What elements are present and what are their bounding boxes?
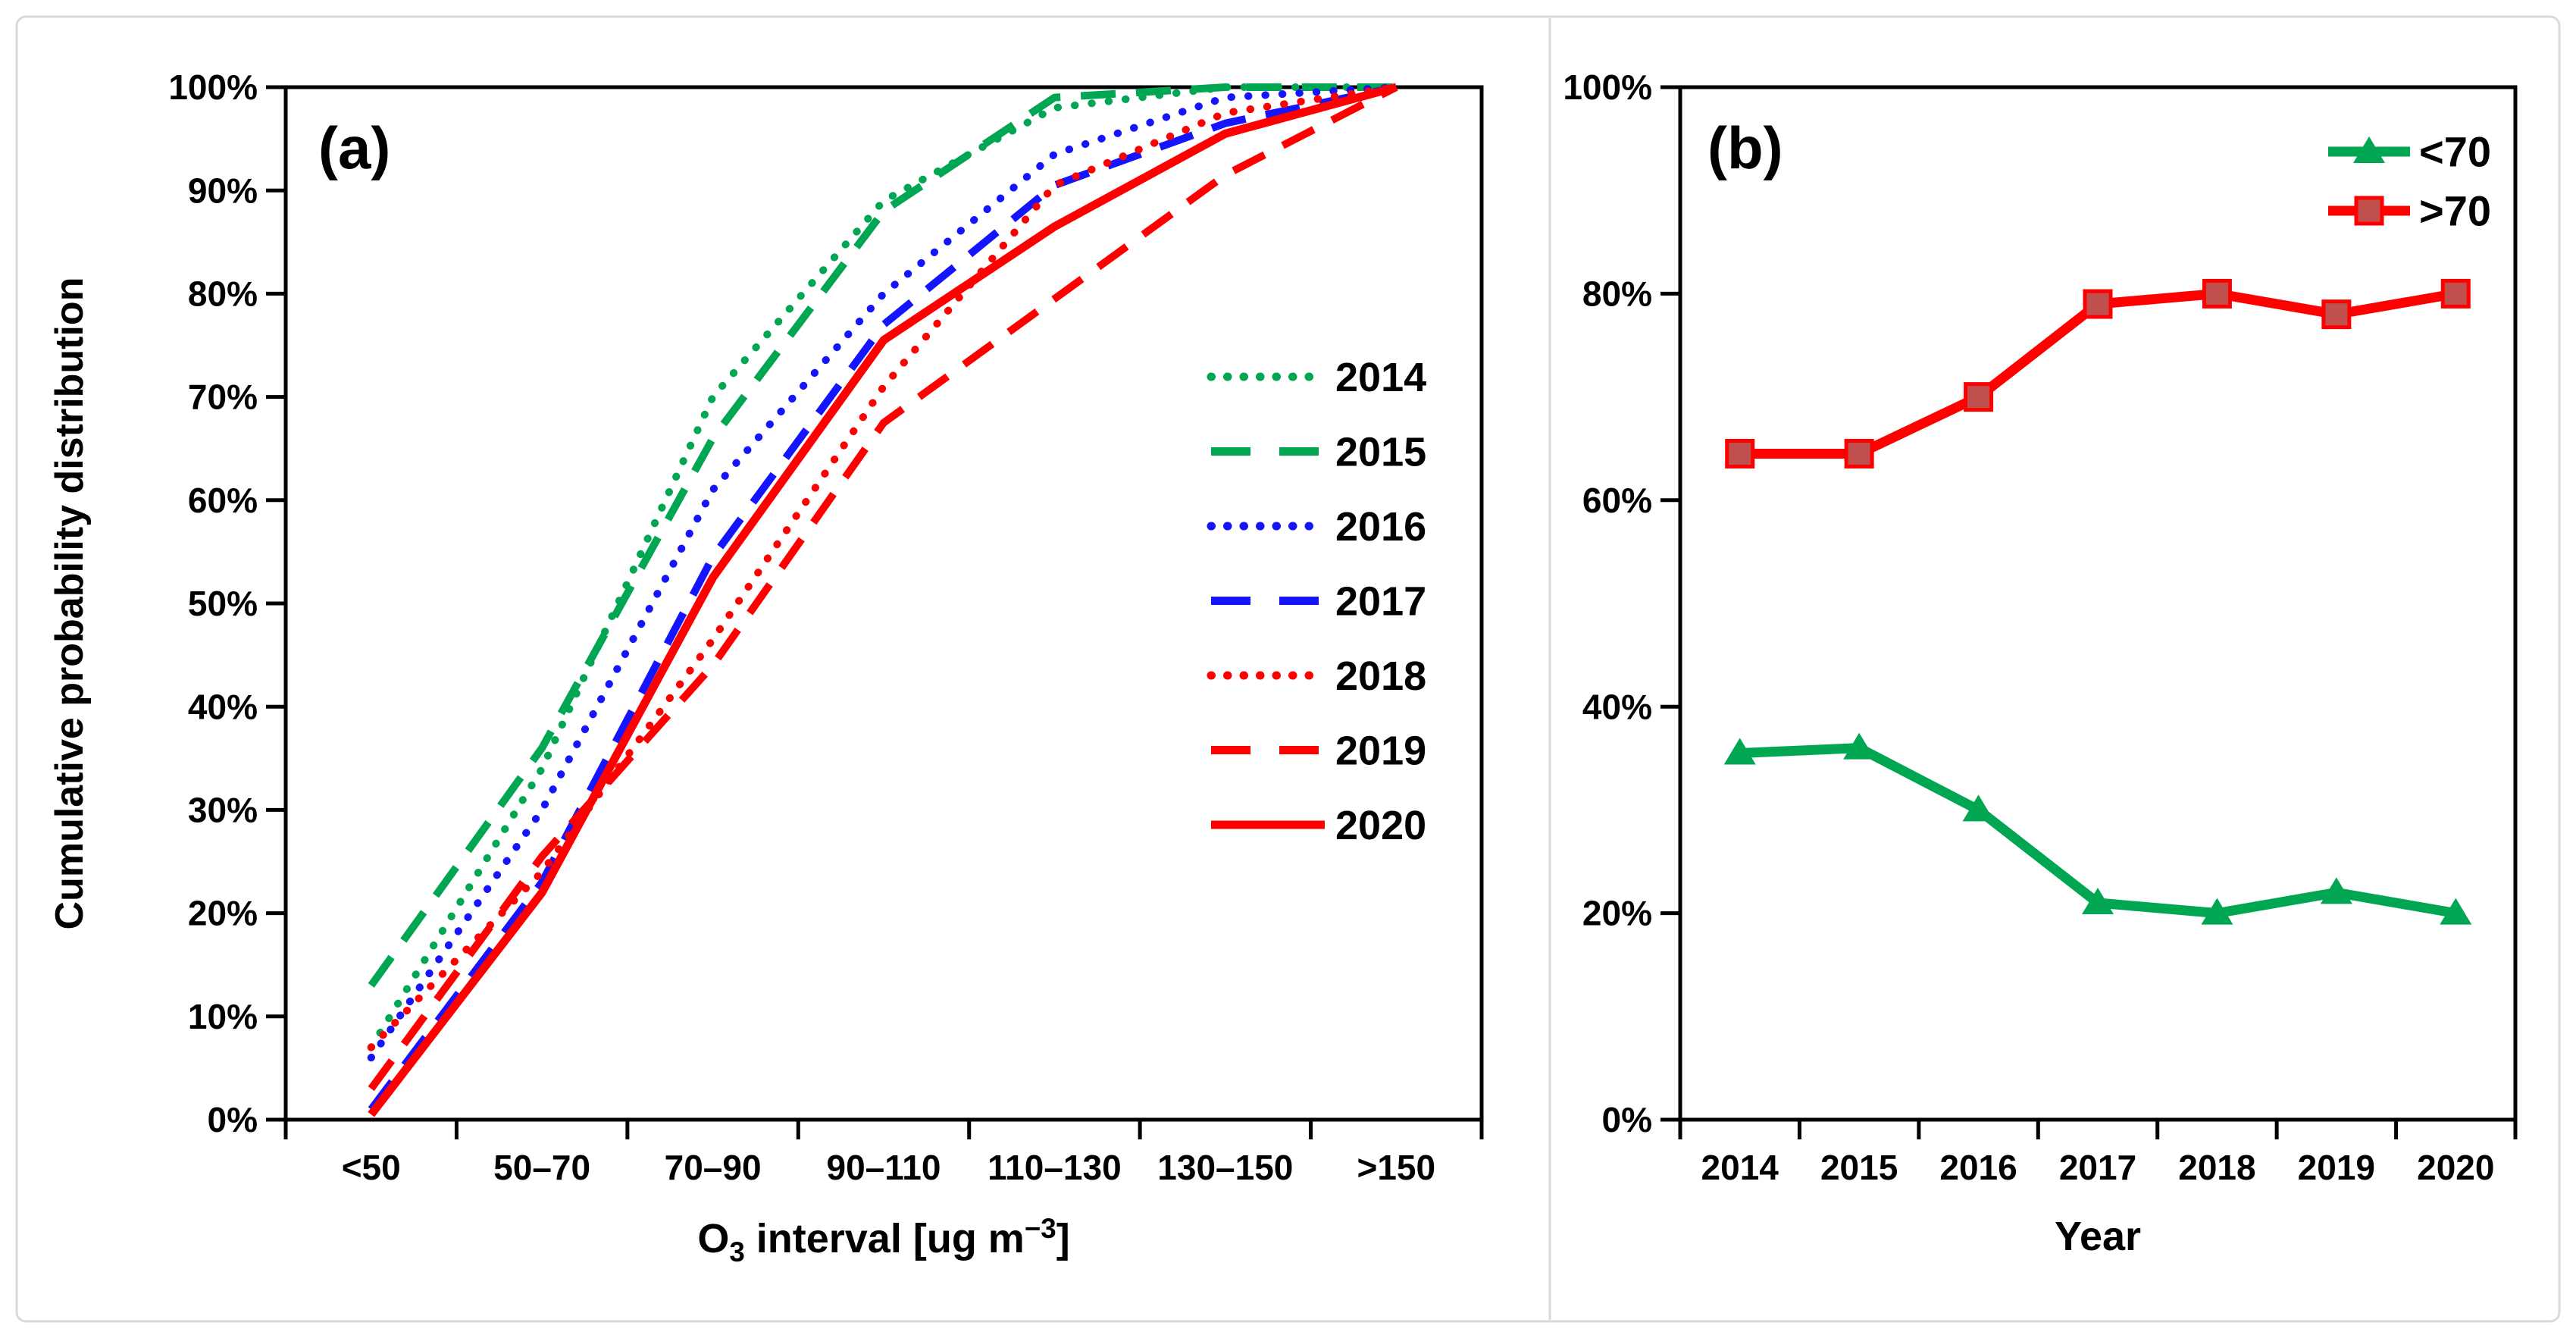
series->70-marker [2202,278,2232,309]
x-tick-label: 2015 [1820,1148,1898,1187]
x-tick-label: 2017 [2059,1148,2136,1187]
legend-label-2014: 2014 [1335,355,1426,400]
x-tick-label: 2018 [2178,1148,2255,1187]
y-tick-label: 80% [188,274,258,314]
y-tick-label: 0% [208,1100,258,1139]
series-<70-marker [2082,887,2114,914]
y-tick-label: 70% [188,378,258,417]
y-tick-label: 90% [188,171,258,210]
x-tick-label: 50–70 [493,1148,590,1187]
y-tick-label: 60% [1582,481,1652,520]
legend-marker-<70 [2353,136,2385,163]
x-tick-label: <50 [342,1148,401,1187]
series-<70-marker [1723,738,1756,765]
figure-border [15,15,2561,1323]
series-2020-line [368,83,1398,1117]
y-tick-label: 30% [188,791,258,830]
y-tick-label: 100% [168,67,258,107]
legend-label-<70: <70 [2419,128,2491,176]
x-tick-label: 2019 [2298,1148,2375,1187]
series-<70-marker [2320,877,2352,904]
series->70-marker [1844,439,1874,469]
o3-subscript: 3 [729,1236,745,1267]
x-tick-label: 70–90 [665,1148,762,1187]
series-<70-marker [1962,794,1995,822]
legend-label-2018: 2018 [1335,653,1426,699]
panel-b-label: (b) [1707,114,1783,181]
x-tick-label: 110–130 [988,1148,1122,1187]
x-tick-label: 2020 [2417,1148,2494,1187]
x-tick-label: >150 [1357,1148,1435,1187]
legend-label-2020: 2020 [1335,803,1426,848]
legend-label-2016: 2016 [1335,504,1426,550]
series-2019-line [368,83,1398,1092]
series-<70-marker [2201,898,2233,925]
series->70-marker [2083,289,2113,319]
series-2018-line [367,83,1401,1051]
y-tick-label: 80% [1582,274,1652,314]
panel-a-y-axis-title: Cumulative probability distribution [48,277,92,930]
panel-b-x-axis-title: Year [2054,1214,2142,1259]
x-tick-label: 2014 [1701,1148,1779,1187]
series-<70-marker [1843,732,1876,760]
legend-label-2017: 2017 [1335,578,1426,624]
o3-symbol: O [697,1216,730,1261]
series-2015-line [368,83,1397,988]
series->70-marker [2321,299,2352,330]
y-tick-label: 20% [188,894,258,933]
series->70-marker [1964,382,1994,412]
x-title-text: interval [ug m [744,1216,1025,1261]
series-2014-line [367,83,1401,1051]
legend-label-2015: 2015 [1335,429,1426,475]
y-tick-label: 20% [1582,894,1652,933]
y-tick-label: 10% [188,997,258,1036]
y-tick-label: 40% [1582,687,1652,726]
y-tick-label: 100% [1563,67,1652,107]
y-tick-label: 40% [188,687,258,726]
y-tick-label: 60% [188,481,258,520]
exponent: −3 [1024,1213,1056,1244]
panel-a-x-axis-title: O3 interval [ug m−3] [697,1213,1069,1268]
x-tick-label: 130–150 [1157,1148,1293,1187]
series->70-marker [1725,439,1755,469]
series-<70-marker [2440,898,2472,925]
plot-frame [1678,85,2518,1122]
legend-label->70: >70 [2419,187,2491,235]
series-2017-line [368,83,1398,1112]
legend-label-2019: 2019 [1335,728,1426,773]
y-tick-label: 0% [1602,1100,1652,1139]
x-title-close-bracket: ] [1056,1216,1070,1261]
series-2016-line [367,83,1401,1062]
legend-marker->70 [2354,196,2384,226]
y-tick-label: 50% [188,584,258,623]
x-tick-label: 2016 [1939,1148,2017,1187]
x-tick-label: 90–110 [827,1148,941,1187]
panel-a-label: (a) [318,114,391,181]
series->70-marker [2440,278,2471,309]
